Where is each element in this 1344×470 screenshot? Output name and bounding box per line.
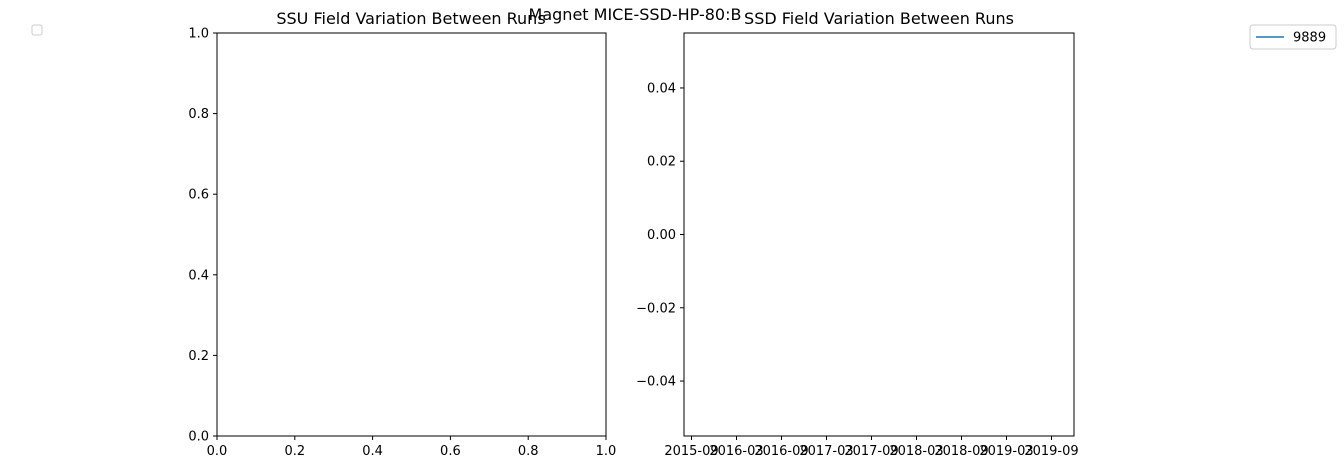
left-subplot: SSU Field Variation Between Runs 0.0 0.2 0… <box>188 9 616 459</box>
x-tick-label: 0.0 <box>207 444 228 459</box>
x-tick-label: 2017-03 <box>799 444 853 459</box>
x-tick-label: 2019-09 <box>1024 444 1078 459</box>
x-tick-label: 2018-03 <box>889 444 943 459</box>
left-plot-frame <box>216 32 607 437</box>
y-tick-label: 0.0 <box>188 430 209 445</box>
x-tick-label: 0.6 <box>440 444 461 459</box>
right-subplot: SSD Field Variation Between Runs 2015-09… <box>636 9 1079 459</box>
x-tick-label: 2015-09 <box>664 444 718 459</box>
y-tick-label: 1.0 <box>188 27 209 42</box>
right-legend: 9889 <box>1249 24 1337 50</box>
right-legend-box <box>1249 24 1337 50</box>
y-tick-label: 0.8 <box>188 107 209 122</box>
left-x-ticks: 0.0 0.2 0.4 0.6 0.8 1.0 <box>207 436 617 459</box>
y-tick-label: 0.6 <box>188 188 209 203</box>
left-y-ticks: 0.0 0.2 0.4 0.6 0.8 1.0 <box>188 27 217 445</box>
x-tick-label: 2019-03 <box>979 444 1033 459</box>
x-tick-label: 0.8 <box>518 444 539 459</box>
x-tick-label: 2016-03 <box>709 444 763 459</box>
y-tick-label: −0.04 <box>636 375 676 390</box>
y-tick-label: 0.00 <box>647 228 676 243</box>
y-tick-label: 0.4 <box>188 268 209 283</box>
right-plot-frame <box>683 32 1075 437</box>
right-x-ticks: 2015-092016-032016-092017-032017-092018-… <box>664 436 1079 459</box>
y-tick-label: 0.02 <box>647 155 676 170</box>
x-tick-label: 2016-09 <box>754 444 808 459</box>
right-plot-title: SSD Field Variation Between Runs <box>744 9 1014 28</box>
right-y-ticks: 0.04 0.02 0.00 −0.02 −0.04 <box>636 81 684 390</box>
x-tick-label: 1.0 <box>596 444 617 459</box>
legend-series-label: 9889 <box>1293 31 1326 46</box>
left-legend-box <box>31 24 43 36</box>
x-tick-label: 0.2 <box>284 444 305 459</box>
x-tick-label: 2017-09 <box>844 444 898 459</box>
y-tick-label: 0.04 <box>647 81 676 96</box>
x-tick-label: 0.4 <box>362 444 383 459</box>
y-tick-label: −0.02 <box>636 301 676 316</box>
left-plot-title: SSU Field Variation Between Runs <box>276 9 545 28</box>
figure-suptitle: Magnet MICE-SSD-HP-80:B <box>529 5 742 24</box>
x-tick-label: 2018-09 <box>934 444 988 459</box>
y-tick-label: 0.2 <box>188 349 209 364</box>
